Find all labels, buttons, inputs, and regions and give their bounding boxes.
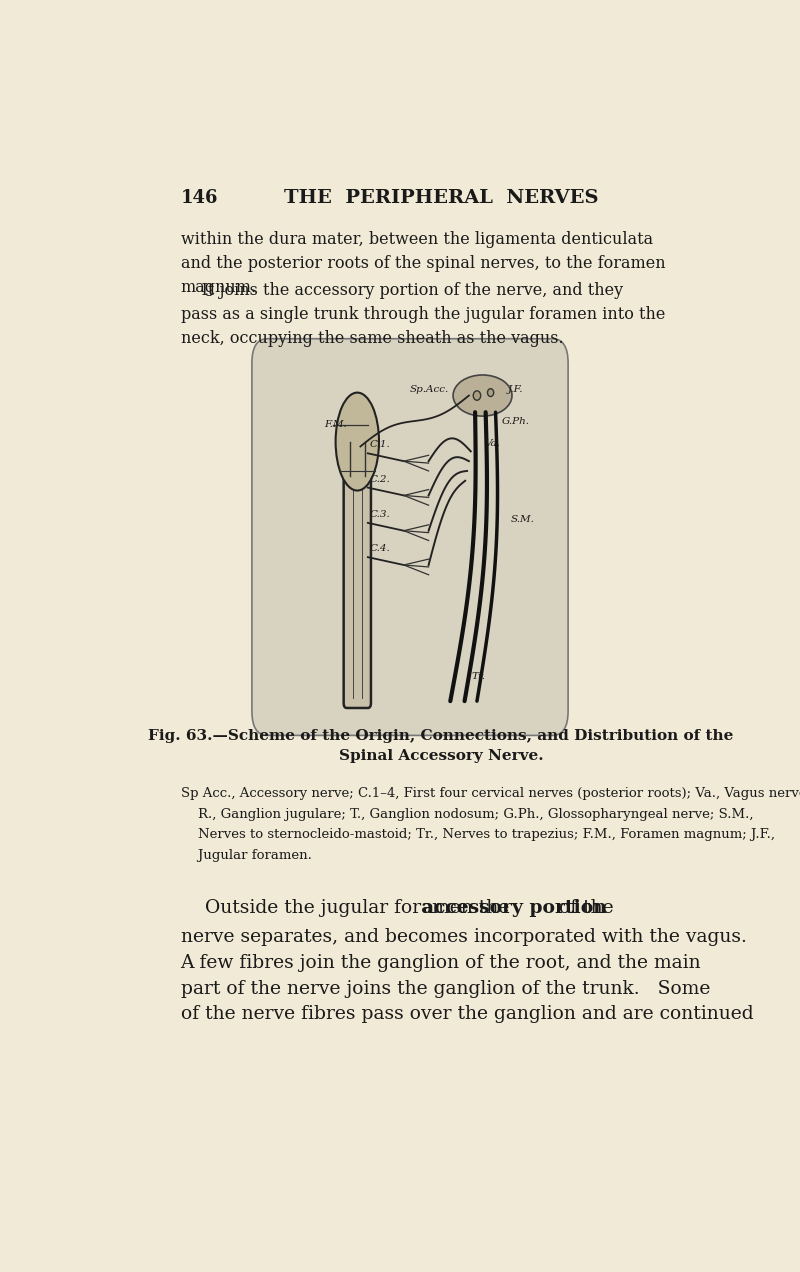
Text: It joins the accessory portion of the nerve, and they
pass as a single trunk thr: It joins the accessory portion of the ne… (181, 282, 665, 347)
FancyBboxPatch shape (252, 338, 568, 735)
Text: Sp Acc., Accessory nerve; C.1–4, First four cervical nerves (posterior roots); V: Sp Acc., Accessory nerve; C.1–4, First f… (181, 787, 800, 800)
Ellipse shape (474, 391, 481, 401)
FancyBboxPatch shape (344, 436, 371, 709)
Ellipse shape (453, 375, 512, 416)
Text: J.F.: J.F. (507, 385, 523, 394)
Text: Outside the jugular foramen the: Outside the jugular foramen the (181, 899, 515, 917)
Text: of the: of the (553, 899, 614, 917)
Text: Nerves to sternocleido-mastoid; Tr., Nerves to trapezius; F.M., Foramen magnum; : Nerves to sternocleido-mastoid; Tr., Ner… (181, 828, 774, 842)
Text: C.4.: C.4. (370, 544, 390, 553)
Text: within the dura mater, between the ligamenta denticulata
and the posterior roots: within the dura mater, between the ligam… (181, 232, 666, 296)
Text: S.M.: S.M. (510, 515, 534, 524)
Text: nerve separates, and becomes incorporated with the vagus.
A few fibres join the : nerve separates, and becomes incorporate… (181, 929, 754, 1024)
Text: Sp.Acc.: Sp.Acc. (410, 385, 450, 394)
Text: 146: 146 (181, 188, 218, 207)
Text: THE  PERIPHERAL  NERVES: THE PERIPHERAL NERVES (284, 188, 598, 207)
Text: Tr.: Tr. (472, 672, 486, 681)
Text: Fig. 63.—Scheme of the Origin, Connections, and Distribution of the
Spinal Acces: Fig. 63.—Scheme of the Origin, Connectio… (148, 729, 734, 763)
Text: G.Ph.: G.Ph. (502, 416, 530, 426)
Text: C.3.: C.3. (370, 510, 390, 519)
Text: F.M.: F.M. (325, 421, 347, 430)
Text: C.2.: C.2. (370, 474, 390, 483)
Ellipse shape (487, 389, 494, 397)
Text: Jugular foramen.: Jugular foramen. (181, 848, 311, 862)
Ellipse shape (336, 393, 379, 491)
Text: Va.: Va. (485, 439, 500, 448)
Text: R., Ganglion jugulare; T., Ganglion nodosum; G.Ph., Glossopharyngeal nerve; S.M.: R., Ganglion jugulare; T., Ganglion nodo… (181, 808, 753, 820)
Text: C.1.: C.1. (370, 440, 390, 449)
Text: accessory portion: accessory portion (422, 899, 607, 917)
